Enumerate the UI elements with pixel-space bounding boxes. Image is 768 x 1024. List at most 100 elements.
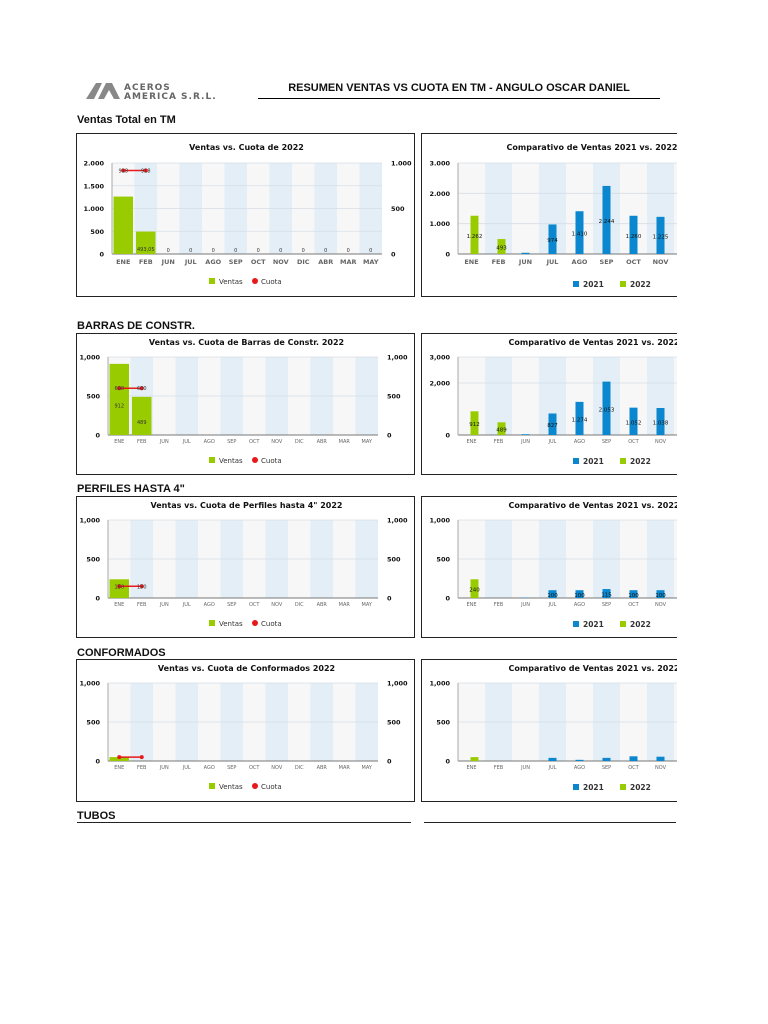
- legend-swatch-2022: [620, 458, 626, 464]
- x-tick-label: ENE: [464, 258, 478, 266]
- bar-label: 100: [655, 593, 666, 599]
- band: [674, 357, 677, 435]
- x-tick-label: JUN: [161, 258, 175, 266]
- x-tick-label: ENE: [466, 765, 476, 771]
- cuota-point: [117, 584, 122, 589]
- x-tick-label: ABR: [317, 602, 328, 608]
- ventas-cuota-chart: Ventas vs. Cuota de Barras de Constr. 20…: [76, 333, 415, 475]
- x-tick-label: SEP: [227, 439, 236, 445]
- x-tick-label: NOV: [655, 765, 667, 771]
- comparativo-chart: Comparativo de Ventas 2021 vs. 2022 0 2,00…: [421, 333, 677, 475]
- y-tick-label: 500: [86, 556, 100, 564]
- x-tick-label: DIC: [297, 258, 310, 266]
- legend-ventas: Ventas: [219, 278, 243, 286]
- comparativo-chart: Comparativo de Ventas 2021 vs. 2022 0 500 1…: [421, 496, 677, 638]
- chart-title: Comparativo de Ventas 2021 vs. 2022: [509, 664, 677, 673]
- bar-2021: [548, 413, 557, 435]
- x-tick-label: OCT: [628, 765, 639, 771]
- ventas-label: 0: [369, 248, 372, 254]
- x-tick-label: OCT: [249, 602, 260, 608]
- bar-2021: [548, 757, 557, 761]
- y2-tick-label: 1,000: [387, 680, 408, 688]
- y-tick-label: 2,000: [429, 380, 450, 388]
- bar-label: 2,053: [599, 407, 615, 413]
- x-tick-label: JUL: [546, 258, 559, 266]
- bar-2021: [602, 589, 611, 598]
- ventas-cuota-chart: Ventas vs. Cuota de Conformados 2022 0 500…: [76, 659, 415, 802]
- y2-tick-label: 0: [387, 758, 392, 766]
- y2-tick-label: 0: [391, 251, 396, 259]
- bar-2021: [575, 211, 584, 254]
- y-tick-label: 0: [99, 251, 104, 259]
- bar-2021: [602, 757, 611, 761]
- chart-svg: Ventas vs. Cuota de Conformados 2022 0 500…: [79, 664, 408, 791]
- cuota-label: 600: [114, 386, 124, 392]
- legend-2022: 2022: [630, 280, 651, 289]
- legend-ventas-swatch: [209, 783, 215, 789]
- chart-svg: Comparativo de Ventas 2021 vs. 2022 0 500 1…: [429, 501, 677, 629]
- y-tick-label: 1.000: [429, 220, 450, 228]
- y-tick-label: 0: [95, 758, 100, 766]
- section-ventas-total: Ventas Total en TM: [77, 114, 176, 126]
- legend-ventas: Ventas: [219, 620, 243, 628]
- ventas-bar: [109, 579, 129, 598]
- x-tick-label: ENE: [114, 602, 124, 608]
- x-tick-label: ENE: [114, 765, 124, 771]
- bar-2021: [548, 224, 557, 254]
- y2-tick-label: 1.000: [391, 160, 412, 168]
- bar-label: 1,052: [626, 420, 642, 426]
- x-tick-label: OCT: [628, 602, 639, 608]
- x-tick-label: FEB: [494, 765, 504, 771]
- legend-cuota: Cuota: [261, 620, 282, 628]
- page-title: RESUMEN VENTAS VS CUOTA EN TM - ANGULO O…: [258, 82, 660, 99]
- x-tick-label: JUL: [182, 765, 191, 771]
- band: [674, 163, 677, 254]
- x-tick-label: JUL: [182, 602, 191, 608]
- band: [512, 357, 539, 435]
- bar-label: 100: [547, 593, 558, 599]
- x-tick-label: MAR: [339, 439, 351, 445]
- legend-ventas: Ventas: [219, 783, 243, 791]
- chart-svg: Ventas vs. Cuota de Barras de Constr. 20…: [79, 338, 408, 465]
- y2-tick-label: 1,000: [387, 517, 408, 525]
- y-tick-label: 0: [445, 432, 450, 440]
- x-tick-label: MAY: [362, 439, 373, 445]
- bar-label: 827: [547, 423, 558, 429]
- logo-line1: ACEROS: [124, 83, 171, 93]
- x-tick-label: MAY: [363, 258, 379, 266]
- y2-tick-label: 1,000: [387, 354, 408, 362]
- bar-2021: [629, 590, 638, 598]
- ventas-label: 0: [257, 248, 260, 254]
- cuota-label: 150: [114, 584, 124, 590]
- y-tick-label: 0: [95, 595, 100, 603]
- x-tick-label: AGO: [204, 602, 215, 608]
- legend-cuota: Cuota: [261, 278, 282, 286]
- cuota-point: [139, 755, 144, 760]
- comparativo-chart: Comparativo de Ventas 2021 vs. 2022 0 1.00…: [421, 133, 677, 297]
- bar-2021: [602, 381, 611, 435]
- legend-2021: 2021: [583, 620, 604, 629]
- bar-2021: [602, 185, 611, 254]
- bar-2021: [629, 407, 638, 435]
- x-tick-label: FEB: [494, 439, 504, 445]
- legend-ventas: Ventas: [219, 457, 243, 465]
- y2-tick-label: 500: [387, 393, 401, 401]
- x-tick-label: FEB: [139, 258, 153, 266]
- ventas-label: 0: [324, 248, 327, 254]
- legend-cuota: Cuota: [261, 457, 282, 465]
- x-tick-label: SEP: [227, 765, 236, 771]
- bar-label: 489: [496, 428, 507, 434]
- bar-2021: [521, 434, 530, 435]
- bar-label: 115: [601, 593, 612, 599]
- bar-label: 1.262: [467, 234, 483, 240]
- legend-cuota-dot: [252, 278, 258, 284]
- legend-2022: 2022: [630, 783, 651, 792]
- bar-2021: [521, 252, 530, 254]
- cuota-label: 150: [137, 584, 147, 590]
- y-tick-label: 500: [86, 393, 100, 401]
- cuota-point: [117, 755, 122, 760]
- y-tick-label: 500: [436, 719, 450, 727]
- y-tick-label: 1,000: [429, 680, 450, 688]
- ventas-cuota-chart: Ventas vs. Cuota de 2022 0 500 1.000 1.500 2.…: [76, 133, 415, 297]
- x-tick-label: NOV: [271, 765, 283, 771]
